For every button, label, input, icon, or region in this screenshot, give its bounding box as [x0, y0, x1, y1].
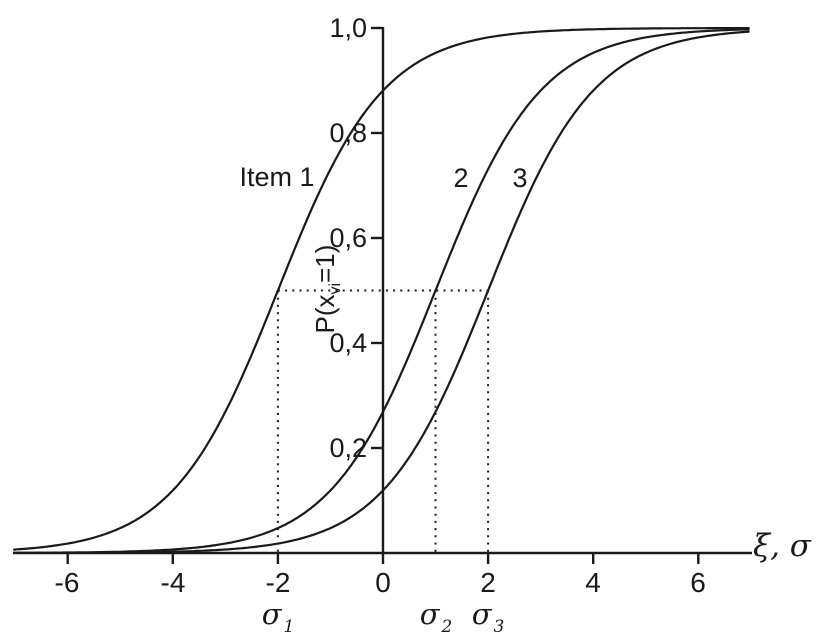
y-tick-label-1-0: 1,0: [329, 13, 367, 43]
x-tick-label-neg4: -4: [160, 567, 186, 598]
x-tick-label-0: 0: [375, 567, 391, 598]
curve-item-3: [13, 30, 750, 554]
y-tick-label-0-8: 0,8: [329, 118, 367, 148]
x-ticks: [66, 553, 700, 564]
x-tick-label-4: 4: [585, 567, 601, 598]
x-tick-label-neg2: -2: [265, 567, 291, 598]
sigma-2-subscript: 2: [441, 617, 453, 637]
curve-item-1: [13, 27, 750, 551]
curve-label-item-1: Item 1: [239, 162, 315, 192]
x-axis-title: ξ, σ: [753, 528, 811, 564]
y-tick-label-0-6: 0,6: [329, 223, 367, 253]
guide-lines: [276, 289, 490, 552]
curves: [13, 27, 750, 554]
curve-label-item-3: 3: [512, 163, 528, 193]
x-tick-label-2: 2: [480, 567, 496, 598]
sigma-3-base: σ: [471, 597, 492, 631]
sigma-1-subscript: 1: [283, 617, 295, 637]
y-axis-title-pre: P(x: [310, 294, 340, 334]
sigma-2-base: σ: [419, 597, 440, 631]
y-axis-title: P(xvi=1): [308, 229, 344, 349]
curve-label-item-2: 2: [453, 163, 469, 193]
y-axis-title-post: =1): [310, 244, 340, 283]
y-axis-title-subscript: vi: [327, 282, 344, 295]
y-tick-label-0-2: 0,2: [329, 433, 367, 463]
y-ticks: [371, 26, 383, 450]
y-tick-label-0-4: 0,4: [329, 328, 367, 358]
x-tick-label-neg6: -6: [54, 567, 80, 598]
axes: [13, 27, 752, 555]
curve-item-2: [13, 28, 750, 554]
sigma-1-base: σ: [261, 597, 282, 631]
sigma-3-subscript: 3: [493, 617, 505, 637]
x-tick-label-6: 6: [690, 567, 706, 598]
